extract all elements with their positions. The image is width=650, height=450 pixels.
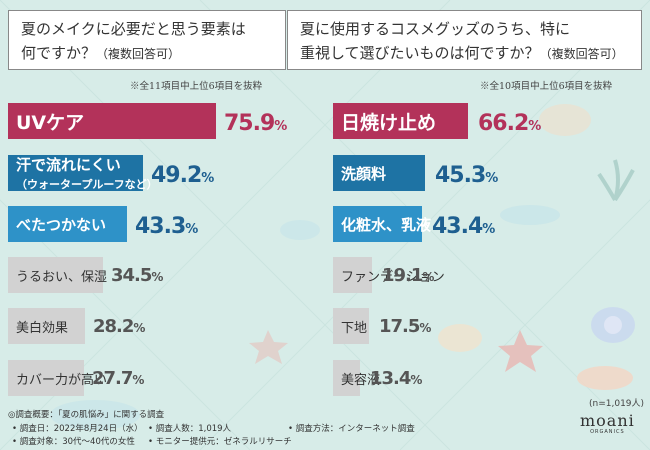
percent-sign: % xyxy=(201,171,214,186)
bar-value-label: 75.9% xyxy=(224,103,287,139)
bar: カバー力が高い xyxy=(8,360,108,396)
percent-sign: % xyxy=(419,321,431,335)
percent-sign: % xyxy=(422,270,434,284)
right-note: ※全10項目中上位6項目を抜粋 xyxy=(480,81,613,92)
bar-value-label: 43.4% xyxy=(432,206,495,242)
bar-label: 汗で流れにくい xyxy=(16,156,121,174)
bar-value-label: 28.2% xyxy=(93,308,145,344)
bar-value-number: 19.1 xyxy=(382,265,423,286)
right-question-line1: 夏に使用するコスメグッズのうち、特に xyxy=(300,20,571,38)
bar-value-number: 49.2 xyxy=(151,163,202,188)
bar-value-label: 27.7% xyxy=(92,360,144,396)
percent-sign: % xyxy=(482,222,495,237)
bar-value-number: 34.5 xyxy=(111,265,152,286)
bar-value-number: 45.3 xyxy=(435,163,486,188)
bar-value-label: 45.3% xyxy=(435,155,498,191)
sample-size-note: (n=1,019人) xyxy=(589,399,645,409)
right-question-box: 夏に使用するコスメグッズのうち、特に 重視して選びたいものは何ですか？（複数回答… xyxy=(287,10,642,70)
bar: 下地 xyxy=(333,308,369,344)
bar: べたつかない xyxy=(8,206,127,242)
survey-count: • 調査人数：1,019人 xyxy=(148,424,232,434)
bar-value-label: 17.5% xyxy=(379,308,431,344)
bar: UVケア xyxy=(8,103,216,139)
left-question-box: 夏のメイクに必要だと思う要素は 何ですか？（複数回答可） xyxy=(8,10,286,70)
bar-value-number: 43.4 xyxy=(432,214,483,239)
bar: 美白効果 xyxy=(8,308,85,344)
percent-sign: % xyxy=(133,321,145,335)
right-question-suffix: （複数回答可） xyxy=(539,47,624,61)
bar-value-label: 19.1% xyxy=(382,257,434,293)
bar-label: ファンデーション xyxy=(341,269,445,285)
bar: うるおい、保湿 xyxy=(8,257,108,293)
survey-date: • 調査日：2022年8月24日（水） xyxy=(12,424,143,434)
bar: 汗で流れにくい （ウォータープルーフなど） xyxy=(8,155,158,191)
percent-sign: % xyxy=(151,270,163,284)
bar: ファンデーション xyxy=(333,257,445,293)
percent-sign: % xyxy=(274,119,287,134)
bar-value-number: 66.2 xyxy=(478,111,529,136)
left-question-line2: 何ですか？ xyxy=(21,44,97,62)
bar: 洗顔料 xyxy=(333,155,425,191)
bar-value-number: 13.4 xyxy=(370,368,411,389)
bar-value-number: 28.2 xyxy=(93,316,134,337)
bar-label: 日焼け止め xyxy=(341,111,437,134)
percent-sign: % xyxy=(185,222,198,237)
right-question-line2: 重視して選びたいものは何ですか？ xyxy=(300,44,540,62)
left-question-suffix: （複数回答可） xyxy=(96,47,181,61)
bar-label: カバー力が高い xyxy=(16,372,108,388)
bar: 化粧水、乳液 xyxy=(333,206,432,242)
logo-wordmark: moani xyxy=(580,411,635,430)
bar-label: 洗顔料 xyxy=(341,164,387,183)
bar: 美容液 xyxy=(333,360,381,396)
bar-value-number: 43.3 xyxy=(135,214,186,239)
survey-summary-title: ◎調査概要：「夏の肌悩み」に関する調査 xyxy=(8,410,165,420)
left-question-line1: 夏のメイクに必要だと思う要素は xyxy=(21,20,246,38)
left-note: ※全11項目中上位6項目を抜粋 xyxy=(130,81,263,92)
percent-sign: % xyxy=(485,171,498,186)
bar-label-secondary: （ウォータープルーフなど） xyxy=(16,178,158,191)
bar-value-label: 13.4% xyxy=(370,360,422,396)
bar-label: 美容液 xyxy=(341,372,381,388)
percent-sign: % xyxy=(410,373,422,387)
survey-method: • 調査方法：インターネット調査 xyxy=(288,424,415,434)
bar-value-number: 75.9 xyxy=(224,111,275,136)
survey-target: • 調査対象：30代〜40代の女性 xyxy=(12,437,135,447)
bar-label: 下地 xyxy=(341,320,368,336)
logo-subtext: ORGANICS xyxy=(590,429,625,435)
bar-value-number: 27.7 xyxy=(92,368,133,389)
bar-label: 美白効果 xyxy=(16,320,69,336)
bar-value-label: 49.2% xyxy=(151,155,214,191)
bar-label: UVケア xyxy=(16,111,85,134)
bar-value-label: 34.5% xyxy=(111,257,163,293)
bar-label: べたつかない xyxy=(16,215,107,234)
bar-value-label: 66.2% xyxy=(478,103,541,139)
bar-label: 化粧水、乳液 xyxy=(341,215,432,234)
percent-sign: % xyxy=(528,119,541,134)
bar: 日焼け止め xyxy=(333,103,468,139)
bar-label: うるおい、保湿 xyxy=(16,269,108,285)
bar-value-number: 17.5 xyxy=(379,316,420,337)
survey-monitor: • モニター提供元：ゼネラルリサーチ xyxy=(148,437,292,447)
percent-sign: % xyxy=(132,373,144,387)
shell-decoration-icon xyxy=(50,104,635,430)
bar-value-label: 43.3% xyxy=(135,206,198,242)
brand-logo: moani ORGANICS xyxy=(580,412,635,435)
